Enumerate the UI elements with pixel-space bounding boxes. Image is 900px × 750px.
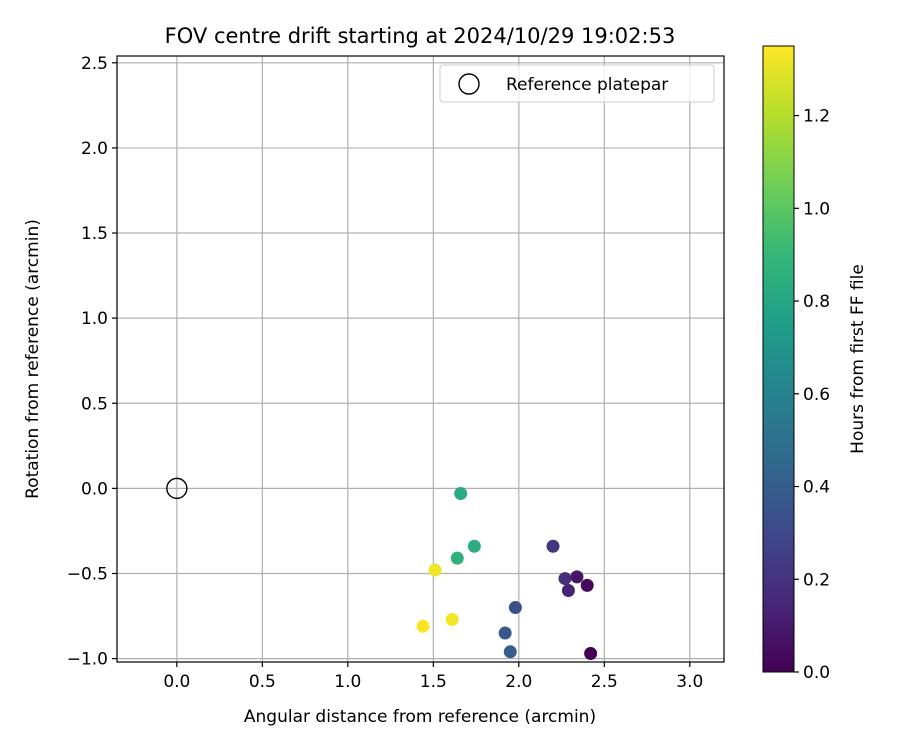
y-tick-label: −1.0 xyxy=(67,650,108,670)
colorbar-tick-label: 0.4 xyxy=(803,478,830,498)
y-tick-label: 2.5 xyxy=(81,54,108,74)
drift-point xyxy=(546,539,560,553)
y-tick-label: 0.0 xyxy=(81,479,108,499)
x-tick-label: 0.5 xyxy=(249,672,276,692)
colorbar-tick-label: 1.0 xyxy=(803,199,830,219)
colorbar xyxy=(762,45,795,673)
y-tick-label: 0.5 xyxy=(81,394,108,414)
y-tick-label: −0.5 xyxy=(67,564,108,584)
x-tick-label: 1.5 xyxy=(420,672,447,692)
colorbar-ticks: 0.0 0.2 0.4 0.6 0.8 1.0 1.2 xyxy=(794,107,830,683)
reference-platepar-marker xyxy=(166,477,188,500)
x-tick-label: 0.0 xyxy=(163,672,190,692)
x-tick-label: 3.0 xyxy=(676,672,703,692)
y-tick-label: 2.0 xyxy=(81,139,108,159)
drift-point xyxy=(428,563,442,577)
drift-point xyxy=(498,626,512,640)
x-axis-label: Angular distance from reference (arcmin) xyxy=(244,707,596,727)
y-axis-label: Rotation from reference (arcmin) xyxy=(23,219,43,499)
drift-point xyxy=(561,584,575,598)
y-tick-label: 1.5 xyxy=(81,224,108,244)
y-tick-label: 1.0 xyxy=(81,309,108,329)
drift-point xyxy=(445,612,459,626)
drift-point xyxy=(454,486,468,500)
y-axis-ticks: −1.0 −0.5 0.0 0.5 1.0 1.5 2.0 2.5 xyxy=(67,54,117,670)
legend: Reference platepar xyxy=(439,64,715,103)
grid-lines xyxy=(117,56,724,662)
colorbar-tick-label: 0.2 xyxy=(803,570,830,590)
drift-point xyxy=(558,572,572,586)
colorbar-tick-label: 1.2 xyxy=(803,107,830,127)
plot-frame xyxy=(116,55,725,663)
drift-point xyxy=(580,578,594,592)
legend-reference-marker xyxy=(458,73,480,95)
drift-point xyxy=(450,551,464,565)
drift-point xyxy=(467,539,481,553)
colorbar-tick-label: 0.0 xyxy=(803,663,830,683)
drift-point xyxy=(503,645,517,659)
colorbar-label: Hours from first FF file xyxy=(848,264,868,454)
chart-title: FOV centre drift starting at 2024/10/29 … xyxy=(165,24,676,48)
legend-box xyxy=(439,64,715,103)
colorbar-tick-label: 0.8 xyxy=(803,292,830,312)
drift-point xyxy=(584,646,598,660)
drift-point xyxy=(416,619,430,633)
x-tick-label: 2.5 xyxy=(591,672,618,692)
drift-point xyxy=(570,570,584,584)
x-axis-ticks: 0.0 0.5 1.0 1.5 2.0 2.5 3.0 xyxy=(163,662,703,692)
legend-label-reference: Reference platepar xyxy=(506,75,668,95)
colorbar-tick-label: 0.6 xyxy=(803,385,830,405)
x-tick-label: 1.0 xyxy=(334,672,361,692)
data-points xyxy=(166,477,598,660)
drift-point xyxy=(508,601,522,615)
x-tick-label: 2.0 xyxy=(505,672,532,692)
